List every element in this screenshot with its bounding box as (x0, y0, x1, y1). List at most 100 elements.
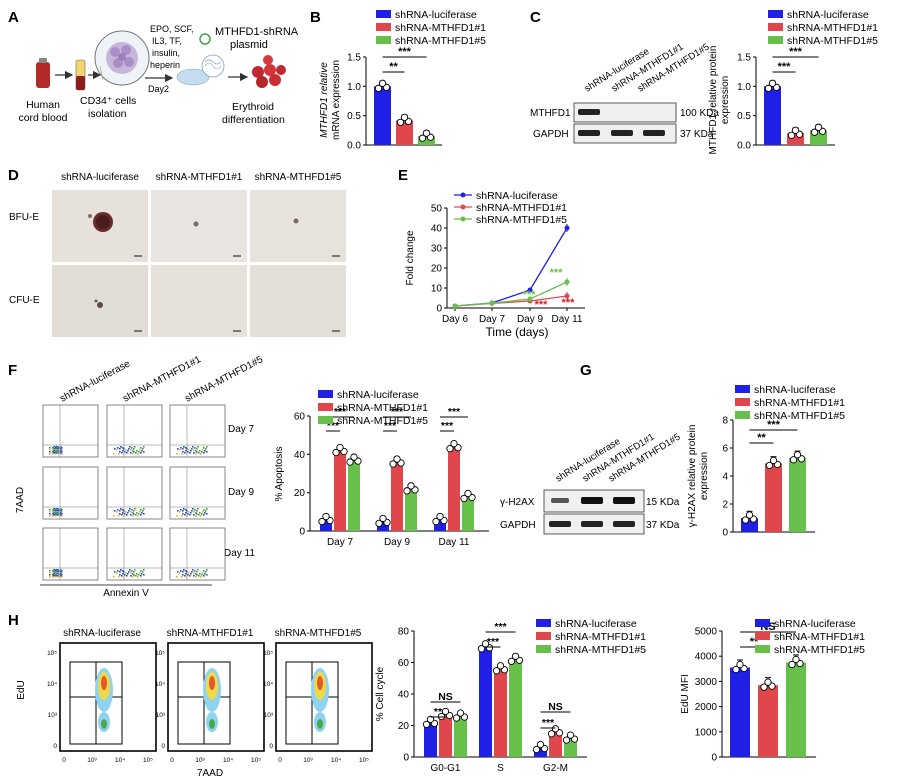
chart-E-point (489, 300, 495, 306)
f-flow-event (136, 450, 138, 452)
h-flow-xtick: 10⁵ (359, 757, 369, 764)
f-flow-event (123, 571, 125, 573)
chart-B-point (418, 134, 427, 142)
f-flow-event (54, 512, 56, 514)
chart-Hcc-bar (549, 731, 562, 757)
f-flow-event (52, 572, 54, 574)
chart-C-bar (764, 86, 781, 145)
f-flow-event (127, 512, 129, 514)
f-flow-event (141, 512, 143, 514)
chart-F-point (322, 512, 330, 521)
chart-C-point (764, 84, 773, 92)
chart-B-ytick-label: 0.0 (347, 141, 361, 152)
chart-C-ytick-label: 0.5 (737, 111, 751, 122)
f-flow-event (134, 446, 136, 448)
f-flow-event (56, 452, 58, 454)
a-source-2: cord blood (18, 112, 67, 124)
g-size-h2ax: 15 KDa (646, 497, 680, 508)
f-flow-event (125, 511, 127, 513)
chart-Hmfi-ytick-label: 5000 (695, 627, 718, 638)
chart-Hcc-ytick-label: 20 (398, 721, 410, 732)
panel-d-micrographs: shRNA-luciferase shRNA-MTHFD1#1 shRNA-MT… (9, 172, 346, 337)
f-flow-event (114, 510, 116, 512)
f-flow-event (56, 571, 58, 573)
chart-F-ytick-label: 20 (294, 488, 306, 499)
f-flow-event (122, 450, 124, 452)
f-flow-event (182, 513, 184, 515)
f-flow-event (132, 515, 134, 517)
f-flow-event (53, 446, 55, 448)
f-flow-event (52, 509, 54, 511)
chart-G-ytick-label: 8 (722, 416, 728, 427)
chart-B-ytick-label: 0.5 (347, 111, 361, 122)
f-flow-event (139, 572, 141, 574)
f-flow-event (52, 513, 54, 515)
panel-a-schematic: Human cord blood CD34⁺ cells isolation E… (18, 24, 298, 126)
f-flow-event (203, 514, 205, 516)
chart-F-ylabel: % Apoptosis (274, 446, 285, 501)
chart-F-point (389, 460, 397, 468)
f-flow-event (119, 513, 121, 515)
chart-B-legend-label: shRNA-luciferase (395, 9, 477, 21)
f-flow-event (52, 451, 54, 453)
f-flow-event (58, 515, 60, 517)
f-flow-event (49, 574, 51, 576)
f-flow-event (122, 573, 124, 575)
chart-Hcc-sig-label: NS (548, 701, 563, 713)
f-flow-event (177, 571, 179, 573)
f-flow-event (120, 508, 122, 510)
g-row-gapdh: GAPDH (500, 520, 536, 531)
f-flow-event (128, 448, 130, 450)
f-flow-event (137, 576, 139, 578)
g-lane-labels: shRNA-luciferase shRNA-MTHFD1#1 shRNA-MT… (554, 432, 683, 485)
f-flow-event (206, 508, 208, 510)
f-flow-event (140, 447, 142, 449)
f-flow-event (188, 449, 190, 451)
f-flow-event (49, 515, 51, 517)
chart-B-ylabel: mRNA expression (331, 60, 342, 140)
chart-F-point (432, 517, 440, 526)
chart-Hmfi-legend-swatch (755, 619, 770, 627)
chart-E-legend-marker (460, 204, 466, 210)
c-band (578, 109, 600, 115)
chart-Hmfi-legend-label: shRNA-luciferase (774, 618, 856, 630)
chart-Hcc-point (492, 667, 501, 675)
f-flow-event (121, 514, 123, 516)
f-flow-event (138, 574, 140, 576)
f-flow-event (199, 573, 201, 575)
chart-E-ytick-label: 40 (431, 224, 443, 235)
f-flow-event (134, 508, 136, 510)
h-flow-ytick: 10³ (264, 712, 274, 719)
f-flow-event (196, 451, 198, 453)
chart-Hmfi-ytick-label: 3000 (695, 677, 718, 688)
chart-Hcc-point (566, 731, 575, 739)
f-flow-event (132, 450, 134, 452)
chart-C-ytick-label: 1.5 (737, 53, 751, 64)
chart-G-legend-label: shRNA-luciferase (754, 384, 836, 396)
chart-Hcc-bar (439, 714, 452, 757)
panel-letter-c: C (530, 9, 541, 26)
chart-Hcc-ytick-label: 0 (403, 753, 409, 764)
f-flow-event (61, 574, 63, 576)
chart-G-point (745, 511, 754, 519)
a-day: Day2 (148, 84, 169, 94)
h-flow-xtick: 10⁴ (115, 757, 125, 764)
chart-Hcc-legend-swatch (536, 632, 551, 640)
f-flow-event (61, 451, 63, 453)
chart-Hmfi-bar (758, 685, 778, 757)
f-flow-event (55, 572, 57, 574)
f-flow-event (193, 572, 195, 574)
a-source-1: Human (26, 99, 60, 111)
f-flow-event (123, 576, 125, 578)
f-flow-event (186, 510, 188, 512)
f-flow-event (118, 453, 120, 455)
chart-E-legend-label: shRNA-luciferase (476, 190, 558, 202)
f-flow-event (57, 569, 59, 571)
chart-Hcc-point (422, 720, 431, 728)
f-flow-event (130, 514, 132, 516)
f-flow-event (58, 509, 60, 511)
chart-C-point (814, 123, 823, 131)
chart-C-point (768, 79, 777, 87)
chart-G-legend-label: shRNA-MTHFD1#1 (754, 397, 845, 409)
chart-F-bar (377, 521, 389, 531)
